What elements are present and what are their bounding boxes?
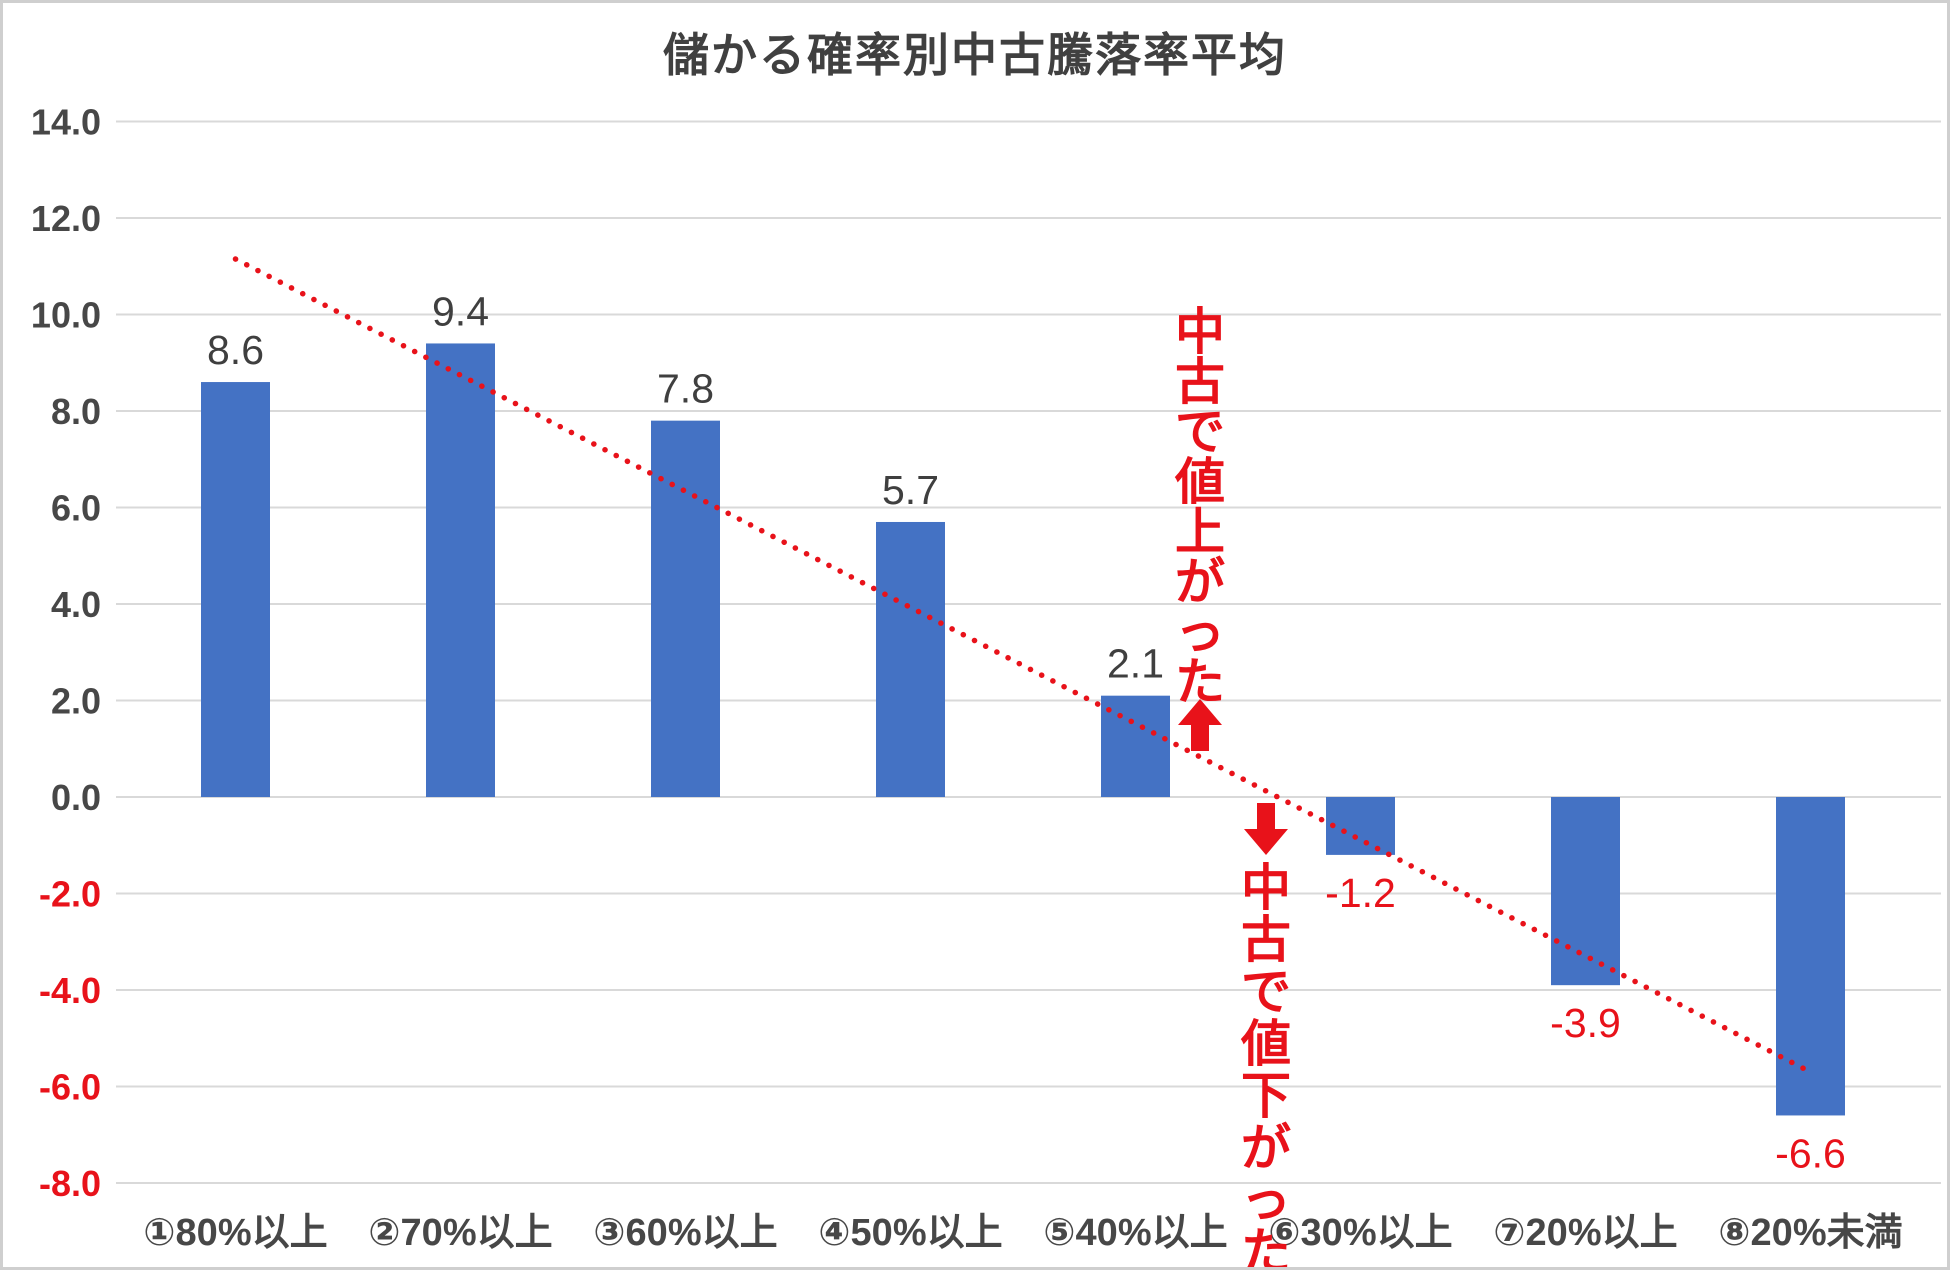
bar	[651, 420, 720, 797]
annotation-char: で	[1175, 404, 1225, 460]
bar-chart-plot-area: 14.0 12.0 10.0 8.0 6.0 4.0 2.0 0.0 -2.0 -4.0 -6.0 -…	[31, 102, 1941, 1267]
x-category-label: ④50%以上	[818, 1212, 1002, 1254]
y-axis-tick-label: 14.0	[31, 102, 101, 143]
bar	[1101, 695, 1170, 797]
y-axis-tick-label: 12.0	[31, 198, 101, 239]
chart-title: 儲かる確率別中古騰落率平均	[663, 29, 1287, 81]
bar	[201, 382, 270, 797]
annotation-char: 古	[1241, 912, 1291, 968]
bar-value-label: 2.1	[1107, 641, 1164, 687]
annotation-char: 中	[1241, 860, 1291, 916]
up-arrow-icon	[1178, 699, 1222, 751]
annotation-char: 中	[1175, 304, 1225, 360]
trendline	[232, 256, 1814, 1075]
y-axis-tick-label: 2.0	[51, 681, 101, 722]
bar	[426, 343, 495, 797]
x-category-label: ⑧20%未満	[1718, 1212, 1902, 1254]
bar-value-label: 8.6	[207, 327, 264, 373]
annotation-char: が	[1241, 1120, 1291, 1176]
x-category-label: ⑥30%以上	[1268, 1212, 1452, 1254]
annotation-char: っ	[1175, 604, 1225, 660]
annotation-char: 値	[1240, 1016, 1291, 1072]
bar-value-label: 9.4	[432, 288, 489, 334]
y-axis-tick-label: 0.0	[51, 777, 101, 818]
annotation-char: 値	[1174, 454, 1225, 510]
x-category-label: ③60%以上	[593, 1212, 777, 1254]
x-category-label: ⑦20%以上	[1493, 1212, 1677, 1254]
down-arrow-icon	[1244, 803, 1288, 855]
bar-value-label: -6.6	[1775, 1130, 1846, 1176]
bar-value-label: -1.2	[1325, 870, 1396, 916]
y-axis-tick-label: 10.0	[31, 295, 101, 336]
bar-value-label: -3.9	[1550, 1000, 1621, 1046]
y-axis-tick-label: 4.0	[51, 584, 101, 625]
x-category-label: ⑤40%以上	[1043, 1212, 1227, 1254]
x-category-label: ②70%以上	[368, 1212, 552, 1254]
y-axis-tick-label: -2.0	[39, 874, 101, 915]
bar	[876, 521, 945, 797]
y-axis-tick-label: 6.0	[51, 488, 101, 529]
annotation-char: た	[1241, 1224, 1291, 1267]
annotation-char: 下	[1241, 1068, 1291, 1124]
bar	[1326, 797, 1395, 855]
y-axis-tick-label: -8.0	[39, 1163, 101, 1204]
bar-value-label: 5.7	[882, 467, 939, 513]
bar-value-label: 7.8	[657, 366, 714, 412]
y-axis-tick-label: -4.0	[39, 970, 101, 1011]
y-axis-tick-label: 8.0	[51, 391, 101, 432]
annotation-char: 上	[1175, 504, 1225, 560]
annotation-char: 古	[1175, 354, 1225, 410]
annotation-char: が	[1175, 554, 1225, 610]
bar	[1551, 797, 1620, 986]
y-axis-tick-label: -6.0	[39, 1067, 101, 1108]
x-category-label: ①80%以上	[143, 1212, 327, 1254]
annotation-char: っ	[1241, 1172, 1291, 1228]
annotation-char: で	[1241, 964, 1291, 1020]
bar	[1776, 797, 1845, 1116]
